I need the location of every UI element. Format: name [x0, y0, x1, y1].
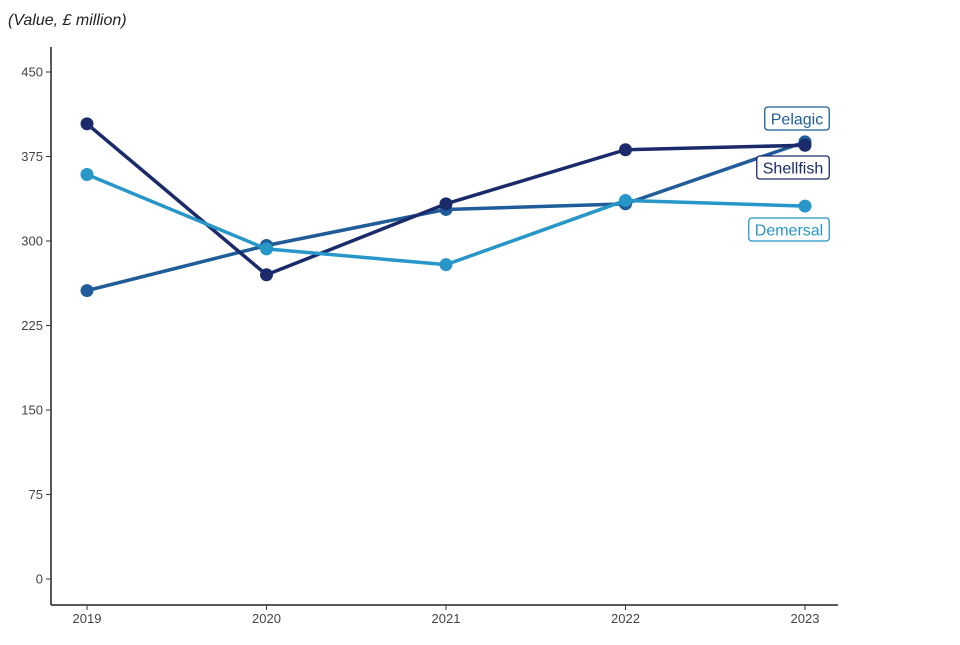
x-tick-label: 2020	[252, 611, 281, 626]
x-tick-label: 2021	[432, 611, 461, 626]
y-tick-label: 450	[21, 65, 43, 80]
data-point-demersal	[260, 242, 273, 256]
y-tick-label: 225	[21, 318, 43, 333]
data-point-demersal	[80, 168, 94, 182]
y-tick-label: 150	[21, 403, 43, 418]
data-point-shellfish	[80, 117, 94, 131]
series-shellfish	[80, 117, 812, 282]
series-labels: Pelagic Shellfish Demersal	[748, 106, 830, 242]
series-label-text: Demersal	[755, 223, 823, 240]
series-label-demersal: Demersal	[748, 217, 830, 242]
data-point-demersal	[619, 193, 632, 207]
data-point-pelagic	[80, 284, 94, 298]
data-point-shellfish	[798, 138, 812, 152]
x-tick-label: 2023	[791, 611, 820, 626]
y-axis-unit-label: (Value, £ million)	[8, 12, 127, 29]
series-line-demersal	[85, 172, 807, 267]
series-label-box	[764, 106, 830, 131]
axes: 0 75 150 225 300 375 450 2019 2020 2021 2022 2023	[21, 47, 838, 626]
y-tick-label: 0	[36, 572, 43, 587]
series-label-pelagic: Pelagic	[764, 106, 830, 131]
series-label-text: Pelagic	[771, 112, 823, 129]
series-label-shellfish: Shellfish	[756, 155, 830, 180]
y-tick-label: 375	[21, 149, 43, 164]
series-demersal	[80, 168, 812, 272]
series-label-text: Shellfish	[763, 161, 823, 178]
y-tick-label: 75	[29, 487, 43, 502]
x-tick-label: 2022	[611, 611, 640, 626]
data-point-demersal	[439, 258, 453, 272]
data-point-shellfish	[619, 143, 632, 157]
x-tick-label: 2019	[73, 611, 102, 626]
data-point-shellfish	[439, 197, 453, 211]
data-point-shellfish	[260, 268, 273, 282]
series-layer	[80, 117, 812, 298]
y-tick-label: 300	[21, 234, 43, 249]
series-label-box	[748, 217, 830, 242]
data-point-demersal	[798, 199, 812, 213]
series-label-box	[756, 155, 830, 180]
